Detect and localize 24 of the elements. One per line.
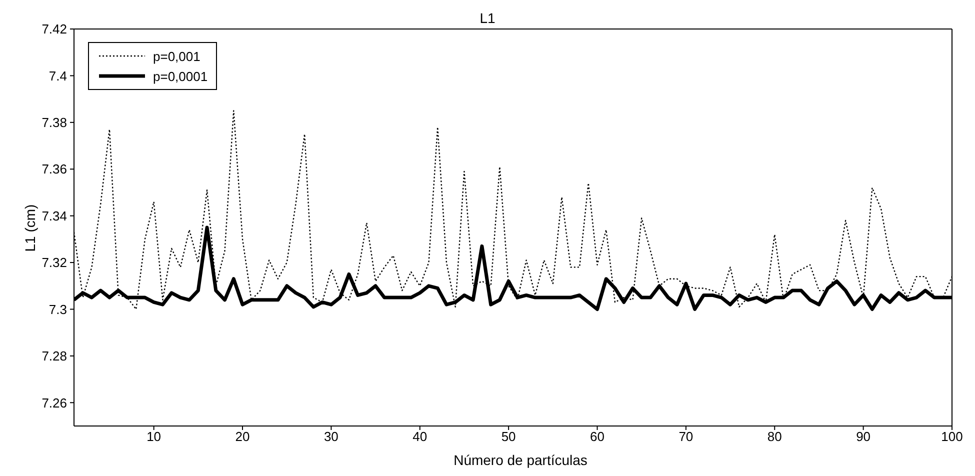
y-tick-label: 7.34	[42, 208, 67, 224]
y-tick-label: 7.42	[42, 22, 67, 37]
x-tick-label: 20	[235, 429, 250, 444]
x-tick-label: 60	[590, 429, 604, 444]
x-tick-label: 70	[678, 429, 694, 444]
x-tick-label: 40	[412, 429, 428, 444]
x-tick-label: 50	[501, 429, 516, 444]
x-axis-title: Número de partículas	[452, 452, 588, 468]
chart-title: L1	[480, 10, 496, 26]
y-tick-label: 7.4	[48, 68, 67, 84]
y-tick-label: 7.3	[48, 302, 67, 317]
x-tick-label: 90	[856, 429, 871, 444]
y-tick-label: 7.36	[42, 162, 67, 177]
y-tick-label: 7.28	[42, 348, 67, 364]
y-tick-label: 7.26	[42, 395, 67, 410]
y-tick-label: 7.32	[42, 255, 67, 270]
x-tick-label: 10	[146, 429, 162, 444]
legend-label: p=0,0001	[153, 68, 208, 84]
y-tick-label: 7.38	[42, 115, 67, 130]
legend-label: p=0,001	[153, 48, 200, 64]
x-tick-label: 80	[767, 429, 782, 444]
x-tick-label: 100	[941, 429, 963, 444]
x-tick-label: 30	[324, 429, 338, 444]
y-axis-title: L1 (cm)	[22, 203, 38, 254]
